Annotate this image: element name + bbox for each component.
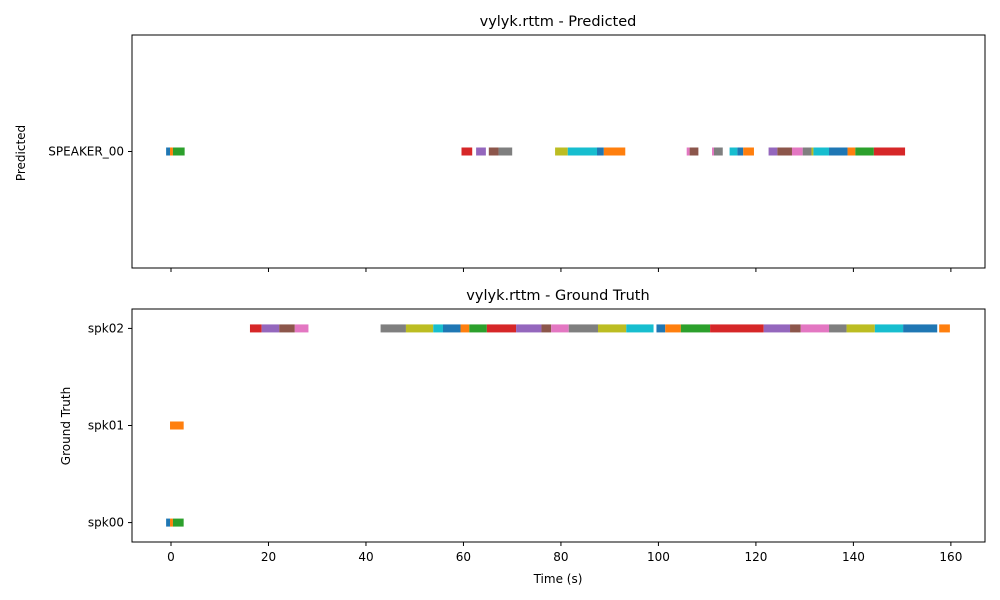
segment-bar: [800, 324, 830, 333]
predicted-ylabel: Predicted: [14, 125, 28, 181]
segment-bar: [680, 324, 711, 333]
segment-bar: [460, 324, 470, 333]
segment-bar: [802, 147, 812, 156]
segment-bar: [541, 324, 552, 333]
x-tick-label: 0: [167, 550, 175, 564]
segment-bar: [555, 147, 568, 156]
ground-truth-segments: [166, 324, 950, 527]
predicted-x-ticks: [170, 268, 952, 272]
segment-bar: [433, 324, 443, 333]
segment-bar: [172, 518, 184, 527]
segment-bar: [790, 324, 801, 333]
segment-bar: [166, 518, 171, 527]
segment-bar: [626, 324, 654, 333]
segment-bar: [294, 324, 309, 333]
ground-truth-title: vylyk.rttm - Ground Truth: [466, 288, 649, 304]
segment-bar: [461, 147, 473, 156]
segment-bar: [710, 324, 764, 333]
y-tick-label: spk00: [88, 516, 124, 530]
segment-bar: [712, 147, 714, 156]
ground-truth-y-ticks: spk00 spk01 spk02: [88, 321, 132, 530]
segment-bar: [729, 147, 738, 156]
predicted-title: vylyk.rttm - Predicted: [480, 14, 637, 30]
x-tick-label: 120: [744, 550, 767, 564]
segment-bar: [170, 518, 173, 527]
segment-bar: [847, 147, 856, 156]
segment-bar: [166, 147, 171, 156]
segment-bar: [939, 324, 950, 333]
segment-bar: [743, 147, 754, 156]
segment-bar: [597, 147, 604, 156]
segment-bar: [380, 324, 406, 333]
segment-bar: [811, 147, 814, 156]
segment-bar: [597, 324, 627, 333]
segment-bar: [903, 324, 938, 333]
segment-bar: [551, 324, 569, 333]
segment-bar: [855, 147, 874, 156]
ground-truth-x-ticks: 0 20 40 60 80 100 120 140 160: [167, 542, 962, 564]
segment-bar: [763, 324, 791, 333]
x-tick-label: 80: [553, 550, 568, 564]
segment-bar: [516, 324, 542, 333]
segment-bar: [777, 147, 792, 156]
segment-bar: [488, 147, 499, 156]
segment-bar: [656, 324, 666, 333]
segment-bar: [846, 324, 875, 333]
segment-bar: [279, 324, 295, 333]
x-tick-label: 140: [842, 550, 865, 564]
segment-bar: [768, 147, 778, 156]
segment-bar: [498, 147, 513, 156]
segment-bar: [686, 147, 690, 156]
segment-bar: [170, 421, 184, 430]
segment-bar: [486, 324, 517, 333]
predicted-panel: vylyk.rttm - Predicted Predicted SPEAKER…: [14, 14, 986, 272]
segment-bar: [874, 324, 904, 333]
segment-bar: [170, 147, 173, 156]
segment-bar: [476, 147, 486, 156]
segment-bar: [791, 147, 803, 156]
segment-bar: [737, 147, 744, 156]
segment-bar: [249, 324, 262, 333]
x-tick-label: 160: [939, 550, 962, 564]
segment-bar: [469, 324, 487, 333]
segment-bar: [603, 147, 626, 156]
predicted-segments: [166, 147, 906, 156]
segment-bar: [713, 147, 723, 156]
x-tick-label: 40: [358, 550, 373, 564]
predicted-y-ticks: SPEAKER_00: [48, 145, 132, 159]
x-axis-label: Time (s): [533, 572, 583, 586]
y-tick-label: spk01: [88, 419, 124, 433]
y-tick-label: SPEAKER_00: [48, 145, 124, 159]
segment-bar: [665, 324, 681, 333]
segment-bar: [689, 147, 699, 156]
segment-bar: [829, 324, 847, 333]
predicted-plot-frame: [131, 34, 986, 269]
segment-bar: [829, 147, 848, 156]
segment-bar: [172, 147, 185, 156]
ground-truth-panel: vylyk.rttm - Ground Truth Ground Truth T…: [59, 288, 986, 586]
ground-truth-ylabel: Ground Truth: [59, 387, 73, 465]
segment-bar: [813, 147, 830, 156]
segment-bar: [261, 324, 280, 333]
segment-bar: [442, 324, 461, 333]
x-tick-label: 20: [261, 550, 276, 564]
x-tick-label: 100: [647, 550, 670, 564]
segment-bar: [568, 324, 598, 333]
segment-bar: [405, 324, 434, 333]
segment-bar: [567, 147, 598, 156]
segment-bar: [873, 147, 906, 156]
ground-truth-plot-frame: [131, 308, 986, 543]
x-tick-label: 60: [456, 550, 471, 564]
y-tick-label: spk02: [88, 321, 124, 335]
